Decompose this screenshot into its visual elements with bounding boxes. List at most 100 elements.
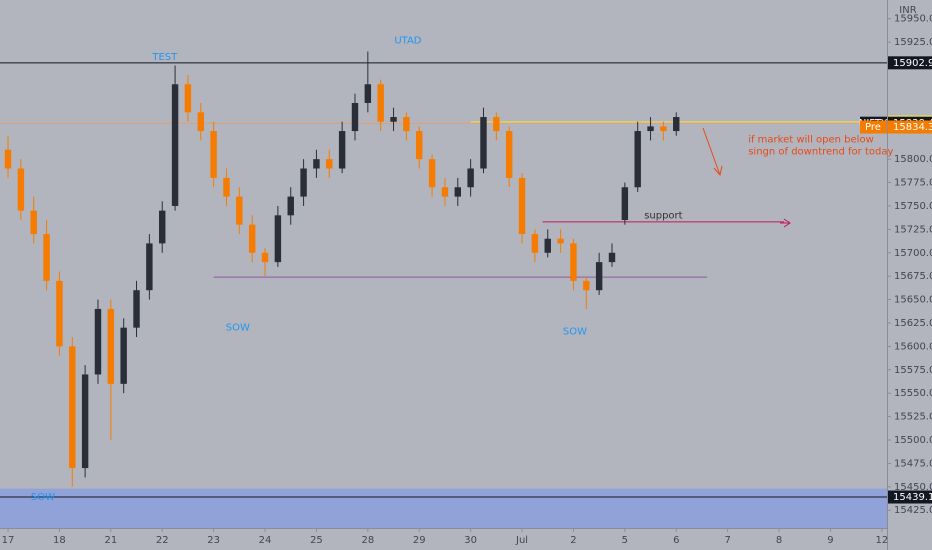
candle-body [570, 243, 577, 281]
candle-body [390, 117, 397, 122]
candle-body [364, 84, 372, 103]
annotation: singn of downtrend for today [748, 147, 893, 158]
candle-body [313, 159, 320, 169]
price-tag-label: 15834.35 [893, 122, 932, 133]
candle-body [261, 252, 269, 263]
candle-body [171, 84, 179, 206]
candle-body [531, 234, 539, 253]
candle-body [274, 215, 282, 263]
candle-body [454, 187, 462, 197]
x-tick-label: 6 [673, 535, 679, 546]
x-tick-label: 2 [570, 535, 576, 546]
candle-body [43, 234, 50, 281]
candle-body [107, 308, 115, 384]
annotation: SOW [563, 326, 587, 337]
candle-body [647, 126, 654, 132]
candle-body [467, 168, 474, 188]
annotation: support [644, 210, 682, 221]
candle-body [69, 346, 76, 469]
y-tick-label: 15550.00 [894, 388, 932, 399]
y-tick-label: 15750.00 [894, 201, 932, 212]
candle-body [81, 374, 89, 469]
y-tick-label: 15525.00 [894, 412, 932, 423]
candle-body [621, 187, 629, 220]
y-tick-label: 15600.00 [894, 341, 932, 352]
price-tag-name: Pre [865, 122, 881, 133]
price-tag-name-bg [860, 120, 887, 134]
x-tick-label: 22 [156, 535, 169, 546]
y-tick-label: 15950.00 [894, 14, 932, 25]
arrow [702, 127, 791, 228]
x-tick-label: 9 [827, 535, 833, 546]
candle-body [56, 280, 63, 347]
x-tick-label: 24 [259, 535, 272, 546]
candle-body [351, 102, 359, 132]
candle-body [94, 308, 102, 375]
candle-body [236, 196, 243, 225]
candle-body [557, 238, 564, 244]
annotation: SOW [226, 323, 250, 334]
annotation: TEST [151, 52, 178, 63]
candle-body [326, 159, 333, 169]
candle-body [197, 112, 204, 132]
candle-body [634, 131, 641, 188]
y-tick-label: 15475.00 [894, 458, 932, 469]
candle-body [300, 168, 307, 197]
x-tick-label: 5 [622, 535, 628, 546]
candle-body [403, 117, 410, 132]
y-tick-label: 15500.00 [894, 435, 932, 446]
x-tick-label: Jul [515, 535, 528, 546]
y-tick-label: 15725.00 [894, 224, 932, 235]
candle-body [287, 196, 294, 216]
candle-body [184, 84, 192, 113]
candle-body [544, 238, 551, 253]
candle-body [416, 131, 423, 160]
price-tag [888, 120, 932, 134]
candle-body [4, 149, 12, 169]
x-tick-label: 29 [413, 535, 426, 546]
candle-body [505, 131, 513, 178]
candle-body [493, 117, 500, 132]
annotation: UTAD [394, 35, 421, 46]
price-tag-label: 15439.10 [893, 492, 932, 503]
annotation: if market will open below [748, 134, 874, 145]
zone [0, 488, 887, 528]
x-tick-label: 18 [53, 535, 66, 546]
candle-body [223, 177, 230, 197]
y-tick-label: 15925.00 [894, 37, 932, 48]
candle-body [428, 159, 436, 188]
y-tick-label: 15800.00 [894, 154, 932, 165]
candle-body [377, 84, 384, 122]
y-tick-label: 15425.00 [894, 505, 932, 516]
y-tick-label: 15700.00 [894, 248, 932, 259]
y-tick-label: 15675.00 [894, 271, 932, 282]
candle-body [248, 224, 256, 253]
x-tick-label: 25 [310, 535, 323, 546]
y-tick-label: 15575.00 [894, 365, 932, 376]
candle-body [30, 210, 37, 235]
y-tick-label: 15450.00 [894, 482, 932, 493]
x-tick-label: 7 [724, 535, 730, 546]
annotation: SOW [31, 492, 55, 503]
candle-body [17, 168, 25, 211]
y-tick-label: 15650.00 [894, 295, 932, 306]
x-tick-label: 30 [464, 535, 477, 546]
x-tick-label: 21 [104, 535, 117, 546]
x-tick-label: 28 [361, 535, 374, 546]
candle-body [608, 252, 616, 263]
x-tick-label: 23 [207, 535, 220, 546]
x-tick-label: 12 [875, 535, 888, 546]
y-tick-label: 15625.00 [894, 318, 932, 329]
x-tick-label: 17 [2, 535, 15, 546]
candle-body [210, 131, 217, 178]
candle-body [133, 290, 140, 328]
candle-body [146, 243, 153, 291]
candle-body [480, 117, 487, 169]
x-tick-label: 8 [776, 535, 782, 546]
price-tag [888, 490, 932, 504]
candle-body [441, 187, 449, 197]
candle-body [583, 280, 590, 291]
candle-body [159, 210, 166, 244]
